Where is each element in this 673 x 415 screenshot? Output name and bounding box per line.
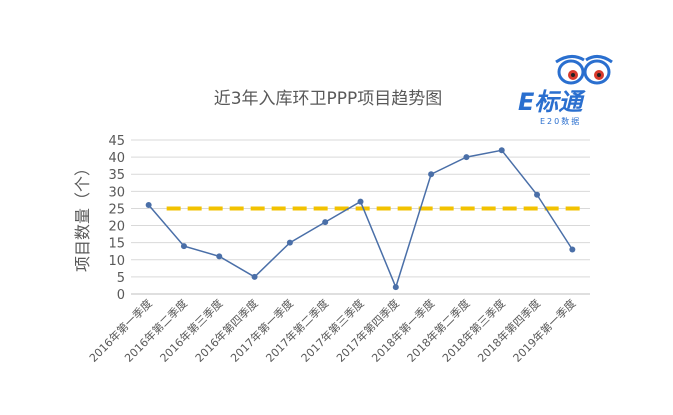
x-tick-label: 2016年第一季度 [86, 296, 155, 365]
x-tick-label: 2016年第四季度 [192, 296, 261, 365]
y-axis-title: 项目数量（个） [73, 160, 92, 272]
x-tick-label: 2018年第三季度 [439, 296, 508, 365]
y-tick-label: 30 [108, 185, 125, 200]
y-tick-label: 40 [108, 151, 125, 166]
y-tick-label: 5 [117, 271, 125, 286]
y-tick-label: 0 [117, 288, 125, 303]
x-tick-label: 2017年第四季度 [333, 296, 402, 365]
y-tick-label: 10 [108, 254, 125, 269]
x-tick-label: 2016年第二季度 [121, 296, 190, 365]
logo-eyes-icon [555, 55, 613, 85]
y-tick-label: 25 [108, 202, 125, 217]
data-point [145, 202, 152, 209]
chart-title: 近3年入库环卫PPP项目趋势图 [214, 89, 443, 109]
x-tick-label: 2016年第三季度 [157, 296, 226, 365]
x-axis-ticks: 2016年第一季度2016年第二季度2016年第三季度2016年第四季度2017… [86, 296, 578, 365]
data-point [357, 198, 364, 205]
y-tick-label: 45 [108, 134, 125, 149]
x-tick-label: 2017年第二季度 [263, 296, 332, 365]
x-tick-label: 2017年第一季度 [227, 296, 296, 365]
e-biaotong-logo: E标通 E20数据 [518, 55, 613, 126]
y-axis-ticks: 0 5 10 15 20 25 30 35 40 45 [108, 134, 125, 303]
data-point [428, 171, 435, 178]
data-point [392, 284, 399, 291]
x-tick-label: 2018年第四季度 [475, 296, 544, 365]
data-point [286, 239, 293, 246]
data-point [534, 191, 541, 198]
series-layer [145, 147, 576, 291]
logo-brand-text: E标通 [518, 88, 586, 116]
x-tick-label: 2018年第一季度 [369, 296, 438, 365]
data-point [180, 243, 187, 250]
series-line [148, 149, 573, 290]
data-point [569, 246, 576, 253]
x-tick-label: 2018年第二季度 [404, 296, 473, 365]
logo-sub-text: E20数据 [540, 116, 581, 126]
x-tick-label: 2017年第三季度 [298, 296, 367, 365]
data-point [463, 154, 470, 161]
data-point [216, 253, 223, 260]
y-tick-label: 20 [108, 220, 125, 235]
data-point [498, 147, 505, 154]
y-tick-label: 15 [108, 237, 125, 252]
data-point [322, 219, 329, 226]
grid-lines [131, 139, 590, 295]
y-tick-label: 35 [108, 168, 125, 183]
x-tick-label: 2019年第一季度 [510, 296, 579, 365]
data-point [251, 273, 258, 280]
